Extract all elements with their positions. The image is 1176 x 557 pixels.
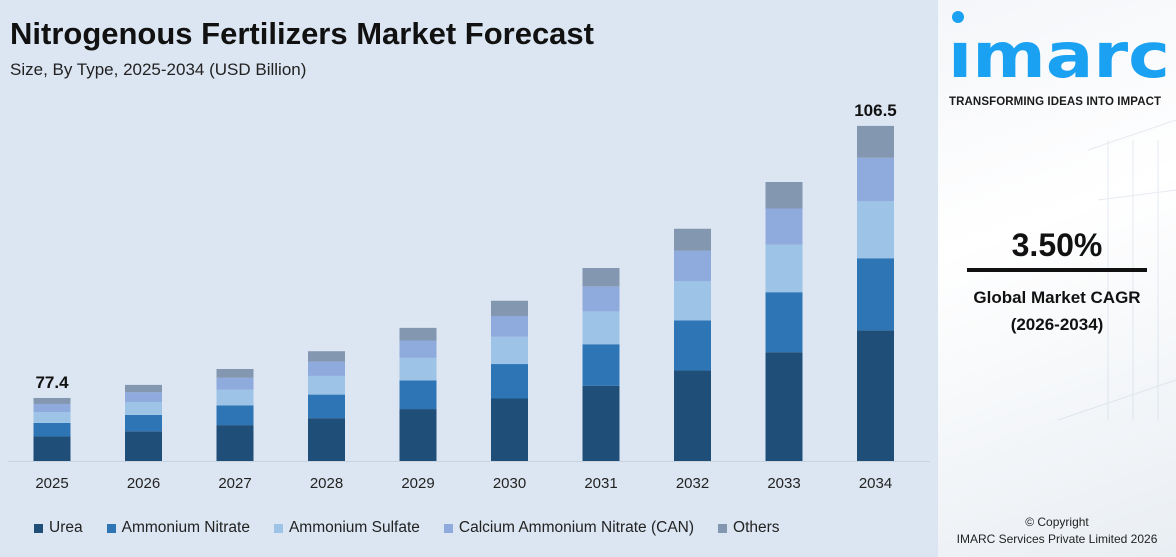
bar-segment-ammonium-nitrate [308, 394, 345, 419]
bar-segment-urea [491, 398, 528, 461]
bar-segment-others [857, 125, 894, 158]
legend-swatch [718, 523, 728, 533]
cagr-label-line2: (2026-2034) [1010, 315, 1104, 334]
x-tick-label: 2025 [35, 475, 68, 492]
bar-segment-urea [399, 409, 437, 461]
bar-segment-calcium-ammonium-nitrate-can [491, 315, 528, 337]
legend-label: Calcium Ammonium Nitrate (CAN) [458, 519, 695, 536]
cagr-value: 3.50% [1011, 227, 1103, 263]
bar-segment-urea [308, 418, 345, 461]
bar-segment-urea [125, 431, 162, 461]
svg-text:ımarc: ımarc [948, 19, 1170, 92]
bar-segment-ammonium-sulfate [765, 244, 803, 293]
bar-segment-urea [33, 436, 71, 461]
legend-item: Ammonium Sulfate [273, 519, 420, 537]
bar-segment-ammonium-sulfate [582, 311, 620, 345]
bar-segment-ammonium-nitrate [857, 258, 894, 331]
bar-segment-ammonium-nitrate [125, 414, 162, 432]
stacked-bar-chart: 2025 77.4 2026 2027 2028 2029 2030 2031 2032 2033… [8, 101, 930, 492]
legend-item: Urea [34, 519, 83, 537]
x-tick-label: 2032 [676, 475, 709, 492]
bar-segment-others [399, 327, 437, 341]
bar-segment-calcium-ammonium-nitrate-can [33, 403, 71, 413]
bar-segment-calcium-ammonium-nitrate-can [125, 392, 162, 403]
bar-segment-ammonium-nitrate [582, 344, 620, 386]
legend: Urea Ammonium Nitrate Ammonium Sulfate Calc… [34, 519, 804, 537]
bar-segment-urea [216, 425, 254, 461]
x-tick-label: 2028 [310, 475, 343, 492]
bar-segment-ammonium-nitrate [216, 405, 254, 426]
bar-segment-ammonium-sulfate [125, 402, 162, 415]
data-label: 77.4 [35, 373, 69, 392]
bar-segment-others [216, 368, 254, 378]
bar-segment-ammonium-sulfate [308, 375, 345, 395]
x-tick-label: 2027 [218, 475, 251, 492]
x-tick-label: 2031 [584, 475, 617, 492]
x-tick-label: 2033 [767, 475, 800, 492]
bar-segment-ammonium-sulfate [491, 336, 528, 365]
copyright: © Copyright IMARC Services Private Limit… [938, 514, 1176, 548]
cagr-label: Global Market CAGR (2026-2034) [938, 284, 1176, 338]
legend-label: Urea [49, 519, 83, 536]
bar-segment-ammonium-nitrate [674, 320, 711, 371]
legend-label: Ammonium Nitrate [121, 519, 250, 536]
legend-label: Ammonium Sulfate [288, 519, 420, 536]
bar-segment-ammonium-sulfate [674, 281, 711, 321]
bar-segment-others [33, 397, 71, 404]
bar-segment-urea [857, 330, 894, 461]
bar-segment-calcium-ammonium-nitrate-can [216, 377, 254, 390]
legend-item: Calcium Ammonium Nitrate (CAN) [443, 519, 695, 537]
sidebar-panel: ımarc TRANSFORMING IDEAS INTO IMPACT 3.5… [938, 0, 1176, 557]
bar-segment-others [491, 300, 528, 316]
legend-swatch [106, 523, 116, 533]
bar-segment-ammonium-sulfate [399, 357, 437, 381]
bar-segment-ammonium-nitrate [33, 422, 71, 437]
legend-swatch [34, 523, 43, 533]
copyright-line1: © Copyright [1025, 515, 1089, 529]
x-tick-label: 2026 [127, 475, 160, 492]
bar-segment-others [125, 384, 162, 393]
bar-segment-ammonium-sulfate [216, 389, 254, 406]
bar-segment-ammonium-nitrate [765, 292, 803, 353]
chart-subtitle: Size, By Type, 2025-2034 (USD Billion) [10, 60, 307, 79]
bar-segment-others [308, 351, 345, 362]
bar-segment-ammonium-nitrate [399, 380, 437, 410]
data-label: 106.5 [854, 101, 897, 120]
bar-segment-urea [765, 352, 803, 461]
legend-item: Ammonium Nitrate [106, 519, 250, 537]
bar-segment-others [582, 268, 620, 287]
bar-segment-urea [582, 385, 620, 461]
divider [967, 268, 1147, 272]
x-tick-label: 2034 [859, 475, 892, 492]
bar-segment-calcium-ammonium-nitrate-can [857, 157, 894, 202]
bar-segment-calcium-ammonium-nitrate-can [399, 340, 437, 358]
chart-panel: Nitrogenous Fertilizers Market Forecast … [8, 16, 930, 537]
bar-segment-urea [674, 370, 711, 461]
copyright-line2: IMARC Services Private Limited 2026 [956, 532, 1158, 546]
legend-label: Others [733, 519, 780, 536]
bar-segment-calcium-ammonium-nitrate-can [674, 250, 711, 282]
bar-segment-others [674, 228, 711, 251]
bar-segment-calcium-ammonium-nitrate-can [308, 361, 345, 376]
x-tick-label: 2029 [401, 475, 434, 492]
imarc-logo: ımarc [948, 11, 1170, 92]
legend-swatch [443, 523, 453, 533]
bar-segment-ammonium-nitrate [491, 364, 528, 399]
legend-swatch [273, 523, 283, 533]
chart-title: Nitrogenous Fertilizers Market Forecast [10, 16, 594, 51]
background-decoration [1057, 119, 1176, 421]
legend-item: Others [718, 519, 780, 537]
bar-segment-ammonium-sulfate [857, 201, 894, 259]
bar-segment-calcium-ammonium-nitrate-can [582, 286, 620, 312]
cagr-label-line1: Global Market CAGR [973, 288, 1141, 307]
tagline: TRANSFORMING IDEAS INTO IMPACT [949, 96, 1162, 108]
x-tick-label: 2030 [493, 475, 526, 492]
bar-segment-ammonium-sulfate [33, 412, 71, 423]
bar-segment-calcium-ammonium-nitrate-can [765, 208, 803, 245]
bar-segment-others [765, 181, 803, 209]
